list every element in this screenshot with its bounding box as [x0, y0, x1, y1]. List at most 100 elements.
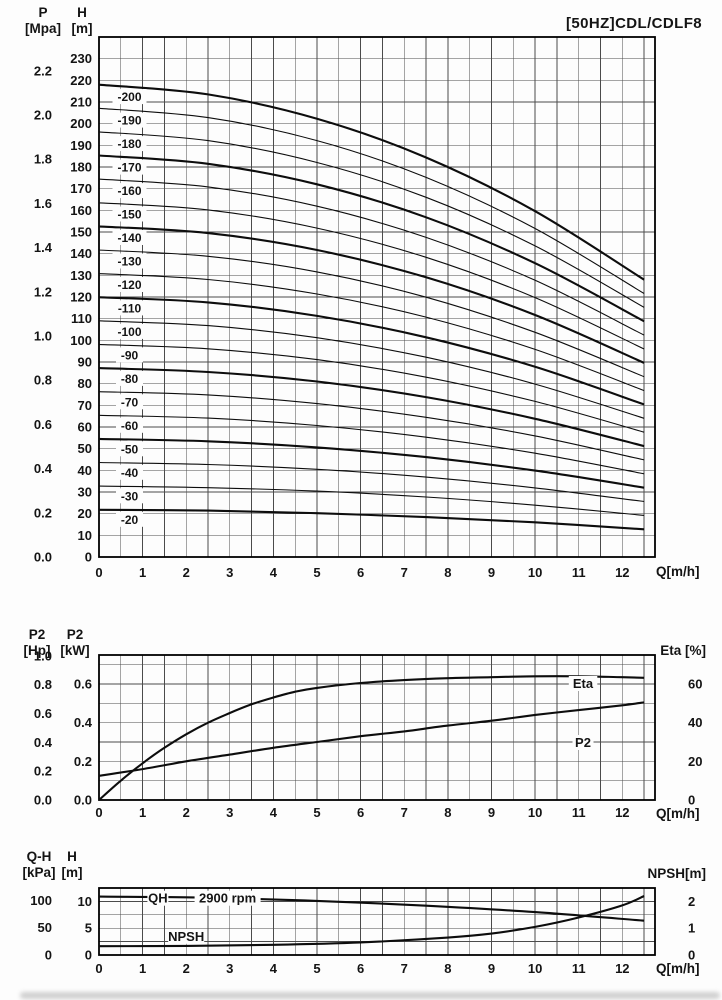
- x-tick-labels: 0 1 2 3 4 5 6 7 8 9 10 11 12: [95, 805, 629, 820]
- curve-label--50: -50: [121, 442, 139, 456]
- svg-text:0: 0: [45, 948, 52, 963]
- power-kw-axis-header: P2 [kW]: [52, 627, 98, 659]
- series-NPSH: [98, 895, 645, 948]
- svg-text:12: 12: [615, 961, 629, 976]
- series--110: [98, 296, 645, 406]
- svg-text:0.2: 0.2: [34, 505, 52, 520]
- power-kw-axis-header-line2: [kW]: [60, 643, 90, 658]
- x-tick-labels: 0 1 2 3 4 5 6 7 8 9 10 11 12: [95, 565, 629, 580]
- svg-text:1.2: 1.2: [34, 284, 52, 299]
- svg-text:1: 1: [688, 921, 695, 936]
- main-h-axis-header-line2: [m]: [71, 21, 93, 36]
- svg-text:190: 190: [70, 138, 92, 153]
- right-axis-tick-labels: 0 1 2: [688, 894, 695, 963]
- main-h-axis-header: H [m]: [62, 5, 102, 37]
- qh-kpa-axis-header-line2: [kPa]: [22, 865, 56, 880]
- svg-text:11: 11: [572, 565, 586, 580]
- curve-labels: -200 -190 -180 -170 -160 -150 -140 -130 -120 -110…: [112, 89, 147, 527]
- svg-text:0.6: 0.6: [34, 417, 52, 432]
- svg-text:1.6: 1.6: [34, 196, 52, 211]
- svg-text:2: 2: [688, 894, 695, 909]
- series--40: [98, 461, 645, 503]
- svg-text:5: 5: [313, 565, 320, 580]
- main-p-axis-header: P [Mpa]: [20, 5, 66, 37]
- curve-label--150: -150: [117, 208, 141, 222]
- svg-text:130: 130: [70, 268, 92, 283]
- svg-text:10: 10: [528, 961, 542, 976]
- svg-text:12: 12: [615, 565, 629, 580]
- svg-text:6: 6: [357, 961, 364, 976]
- svg-text:0.4: 0.4: [74, 715, 93, 730]
- annotation-2900-rpm: 2900 rpm: [194, 890, 261, 906]
- svg-text:0: 0: [85, 948, 92, 963]
- left-axis-1-tick-labels: 0 5 10: [78, 894, 92, 963]
- svg-text:1: 1: [139, 565, 146, 580]
- main-p-axis-header-line1: P: [38, 5, 48, 20]
- left-axis-0-tick-labels: 0.0 0.2 0.4 0.6 0.8 1.0: [34, 648, 53, 807]
- svg-text:8: 8: [444, 565, 451, 580]
- qh-m-axis-header: H [m]: [52, 849, 92, 881]
- svg-text:6: 6: [357, 805, 364, 820]
- left-axis-1-tick-labels: 0 10 20 30 40 50 60 70 80 90 100 110 120 130 140 150 160…: [70, 51, 92, 564]
- svg-text:0.4: 0.4: [34, 461, 53, 476]
- svg-text:210: 210: [70, 95, 92, 110]
- curve-label--180: -180: [117, 137, 141, 151]
- annotation-NPSH: NPSH: [168, 928, 204, 944]
- right-axis-tick-labels: 0 20 40 60: [688, 677, 702, 808]
- svg-text:60: 60: [688, 677, 702, 692]
- svg-text:200: 200: [70, 116, 92, 131]
- left-axis-1-tick-labels: 0.0 0.2 0.4 0.6: [74, 677, 93, 808]
- svg-text:40: 40: [688, 715, 702, 730]
- mid-x-axis-label: Q[m/h]: [656, 806, 700, 821]
- svg-text:0: 0: [85, 550, 92, 565]
- grid: [99, 37, 655, 557]
- svg-text:11: 11: [572, 805, 586, 820]
- svg-text:50: 50: [78, 441, 92, 456]
- svg-text:180: 180: [70, 160, 92, 175]
- svg-text:4: 4: [270, 805, 278, 820]
- svg-text:10: 10: [78, 528, 92, 543]
- power-kw-axis-header-line1: P2: [66, 627, 84, 642]
- series--20: [98, 508, 645, 531]
- series--80: [98, 367, 645, 448]
- svg-text:30: 30: [78, 485, 92, 500]
- svg-text:110: 110: [71, 311, 92, 326]
- svg-text:170: 170: [70, 181, 92, 196]
- svg-text:120: 120: [70, 290, 92, 305]
- curve-label--70: -70: [121, 395, 139, 409]
- svg-text:2: 2: [183, 805, 190, 820]
- svg-text:10: 10: [528, 805, 542, 820]
- svg-text:2.0: 2.0: [34, 108, 52, 123]
- series-curves: [98, 675, 645, 801]
- curve-label--90: -90: [121, 348, 139, 362]
- svg-text:150: 150: [70, 225, 92, 240]
- left-axis-0-tick-labels: 0.0 0.2 0.4 0.6 0.8 1.0 1.2 1.4 1.6 1.8 2.0 2.2: [34, 63, 53, 564]
- svg-text:9: 9: [488, 961, 495, 976]
- curve-label--120: -120: [117, 278, 141, 292]
- main-h-axis-header-line1: H: [77, 5, 87, 20]
- power-hp-axis-header: P2 [Hp]: [14, 627, 60, 659]
- svg-text:20: 20: [78, 506, 92, 521]
- svg-text:5: 5: [313, 961, 320, 976]
- left-axis-0-tick-labels: 0 50 100: [30, 893, 52, 963]
- svg-text:2900 rpm: 2900 rpm: [199, 891, 256, 906]
- bot-x-axis-label: Q[m/h]: [656, 961, 700, 976]
- power-hp-axis-header-line2: [Hp]: [23, 643, 51, 658]
- eta-axis-header: Eta [%]: [660, 643, 706, 658]
- series--60: [98, 414, 645, 475]
- plot-border: [98, 654, 656, 801]
- svg-text:60: 60: [78, 420, 92, 435]
- svg-text:70: 70: [78, 398, 92, 413]
- svg-text:7: 7: [401, 565, 408, 580]
- svg-text:0.0: 0.0: [34, 793, 52, 808]
- curve-label--130: -130: [117, 255, 141, 269]
- curve-label--60: -60: [121, 419, 139, 433]
- svg-text:0: 0: [95, 961, 102, 976]
- series--50: [98, 437, 645, 489]
- svg-text:40: 40: [78, 463, 92, 478]
- series--170: [98, 154, 645, 323]
- curve-label--20: -20: [121, 513, 139, 527]
- svg-text:80: 80: [78, 376, 92, 391]
- svg-text:9: 9: [488, 565, 495, 580]
